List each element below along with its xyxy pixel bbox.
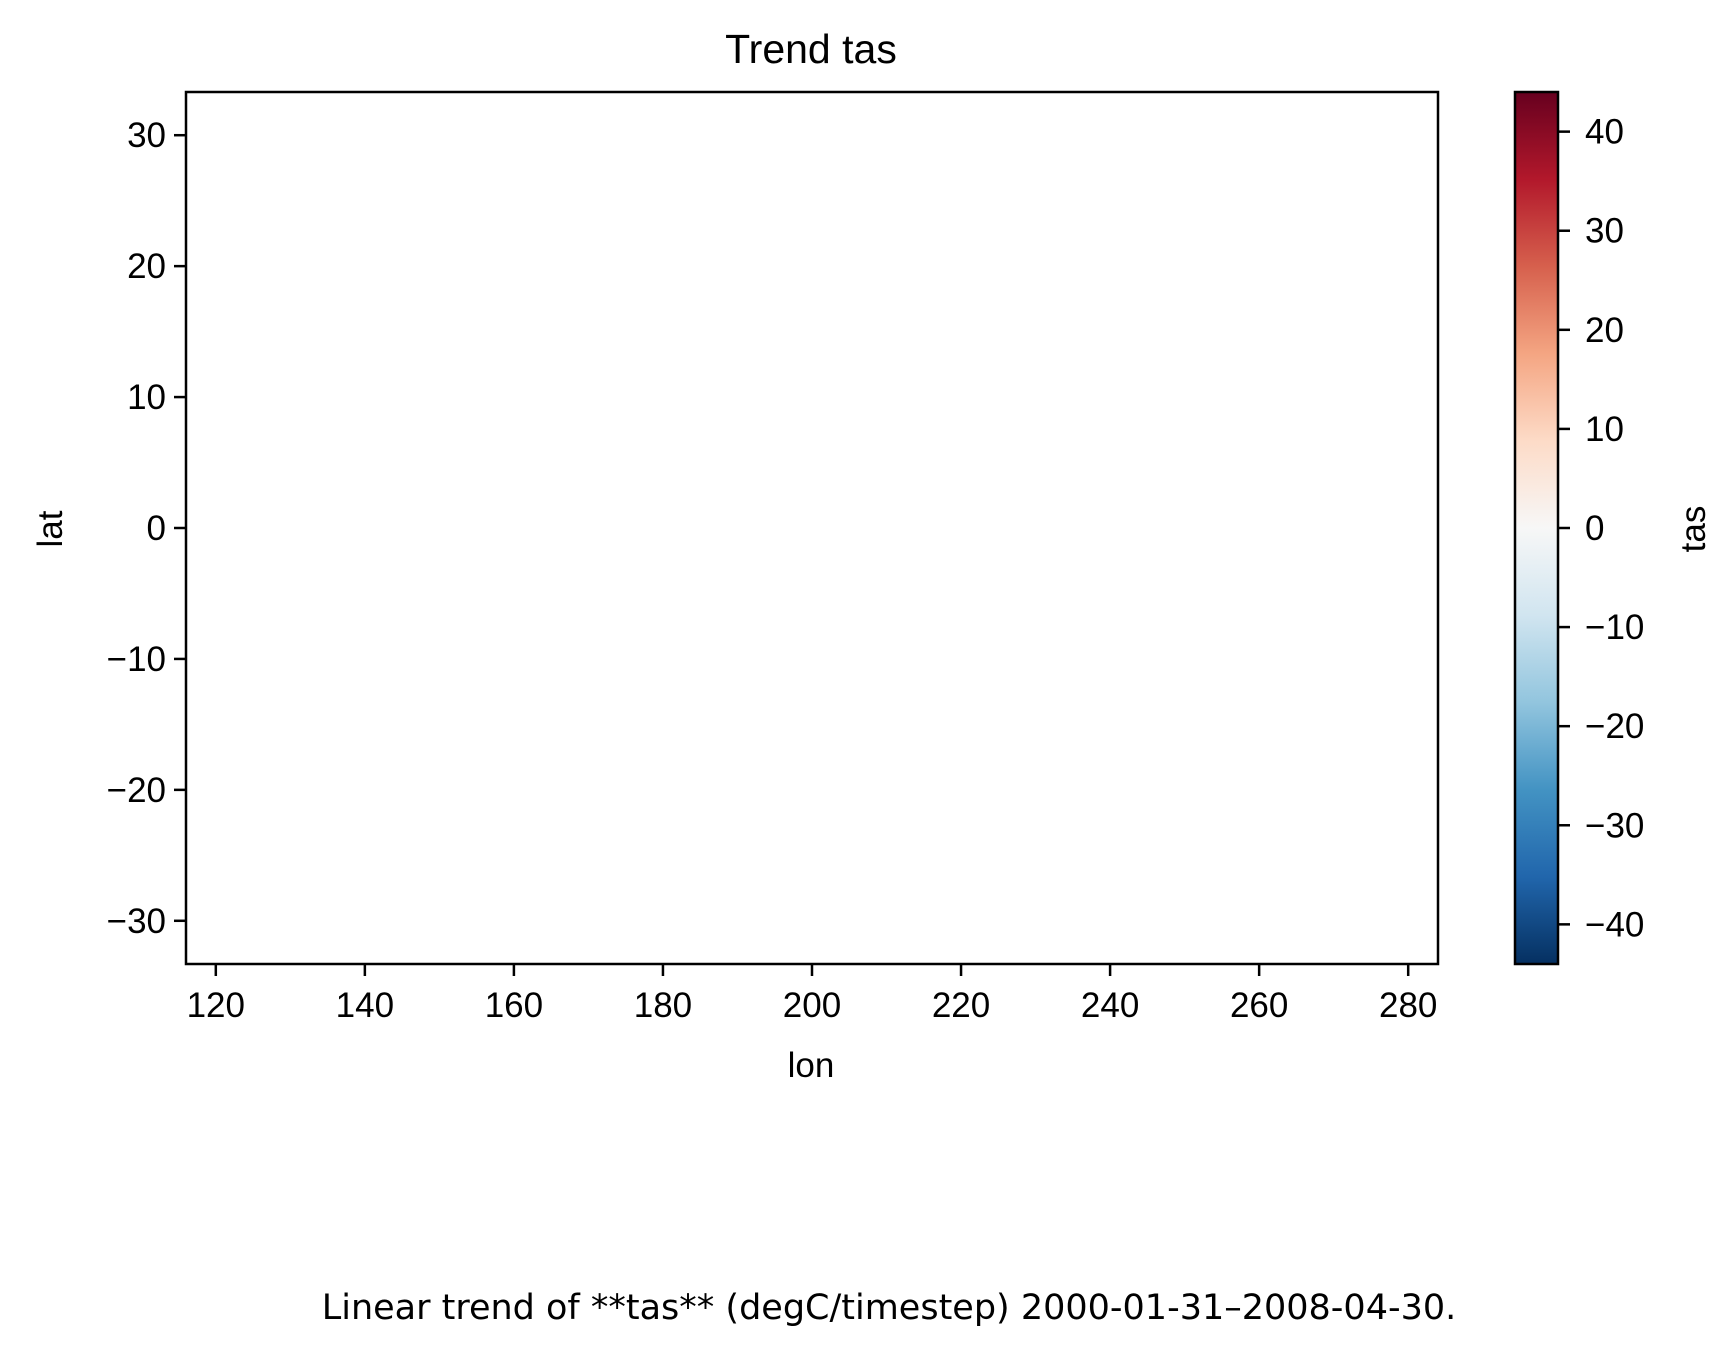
x-axis-label: lon (788, 1046, 835, 1085)
colorbar-tick-labels: 40 30 20 10 0 −10 −20 −30 −40 (1585, 113, 1644, 945)
x-tick-label: 200 (783, 986, 841, 1025)
colorbar-tick-label: −30 (1585, 806, 1644, 845)
x-tick-label: 180 (634, 986, 692, 1025)
y-axis-label: lat (31, 510, 70, 547)
x-tick-label: 160 (485, 986, 543, 1025)
x-tick-labels: 120 140 160 180 200 220 240 260 280 (187, 986, 1438, 1025)
y-tick-label: −20 (107, 771, 166, 810)
colorbar-gradient (1513, 90, 1560, 966)
y-tick-label: 0 (147, 509, 166, 548)
plot-area (184, 90, 1440, 966)
caption: Linear trend of **tas** (degC/timestep) … (322, 1288, 1457, 1328)
y-axis: 30 20 10 0 −10 −20 −30 (107, 116, 186, 941)
y-tick-label: 10 (127, 378, 166, 417)
colorbar-tick-label: 20 (1585, 311, 1624, 350)
x-tick-label: 280 (1379, 986, 1437, 1025)
colorbar-tick-label: 40 (1585, 113, 1624, 152)
y-ticks (174, 133, 186, 923)
chart-title: Trend tas (725, 26, 897, 72)
y-tick-label: 20 (127, 247, 166, 286)
colorbar-tick-label: −10 (1585, 608, 1644, 647)
x-tick-label: 240 (1081, 986, 1139, 1025)
colorbar-ticks (1558, 130, 1570, 926)
x-tick-label: 140 (336, 986, 394, 1025)
colorbar-tick-label: 0 (1585, 509, 1604, 548)
x-tick-label: 120 (187, 986, 245, 1025)
x-tick-label: 260 (1230, 986, 1288, 1025)
colorbar-label: tas (1674, 506, 1713, 553)
colorbar: 40 30 20 10 0 −10 −20 −30 −40 tas (1513, 90, 1713, 966)
colorbar-tick-label: 10 (1585, 410, 1624, 449)
colorbar-tick-label: −40 (1585, 905, 1644, 944)
colorbar-tick-label: −20 (1585, 707, 1644, 746)
x-axis: 120 140 160 180 200 220 240 260 280 (187, 964, 1438, 1025)
colorbar-tick-label: 30 (1585, 212, 1624, 251)
y-tick-labels: 30 20 10 0 −10 −20 −30 (107, 116, 166, 941)
x-ticks (214, 964, 1410, 976)
y-tick-label: −30 (107, 902, 166, 941)
x-tick-label: 220 (932, 986, 990, 1025)
y-tick-label: 30 (127, 116, 166, 155)
y-tick-label: −10 (107, 640, 166, 679)
